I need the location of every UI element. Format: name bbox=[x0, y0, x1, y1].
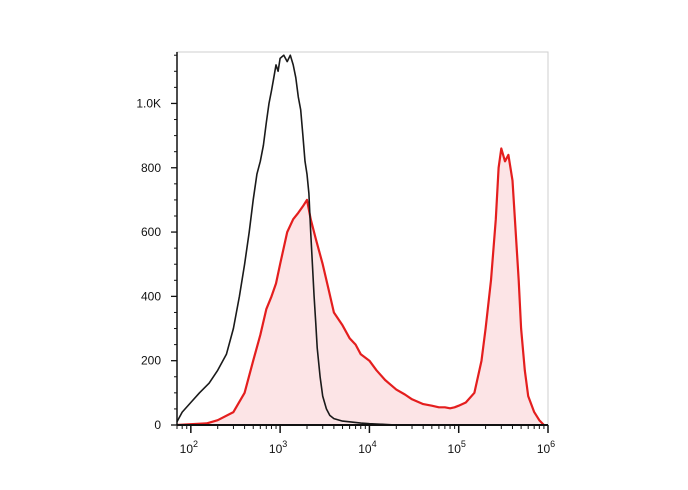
y-tick-label: 0 bbox=[154, 418, 161, 432]
series-0-line bbox=[176, 54, 397, 426]
x-tick-base: 10 bbox=[180, 442, 194, 456]
x-tick-label: 106 bbox=[537, 439, 555, 456]
y-tick-label: 800 bbox=[141, 161, 161, 175]
x-tick-exponent: 2 bbox=[193, 439, 198, 449]
x-tick-exponent: 5 bbox=[461, 439, 466, 449]
y-tick-label: 600 bbox=[141, 225, 161, 239]
x-tick-exponent: 3 bbox=[282, 439, 287, 449]
axes-layer bbox=[176, 52, 548, 426]
y-tick-label: 200 bbox=[141, 354, 161, 368]
x-tick-label: 103 bbox=[269, 439, 287, 456]
series-layer bbox=[176, 54, 545, 427]
series-1-fill bbox=[177, 148, 544, 425]
x-tick-exponent: 4 bbox=[372, 439, 377, 449]
x-tick-exponent: 6 bbox=[550, 439, 555, 449]
x-tick-base: 10 bbox=[358, 442, 372, 456]
y-tick-label: 1.0K bbox=[136, 96, 161, 110]
series-1-line bbox=[176, 147, 545, 427]
x-tick-base: 10 bbox=[448, 442, 462, 456]
x-tick-base: 10 bbox=[269, 442, 283, 456]
x-tick-label: 102 bbox=[180, 439, 198, 456]
x-tick-label: 104 bbox=[358, 439, 376, 456]
y-tick-label: 400 bbox=[141, 289, 161, 303]
x-tick-base: 10 bbox=[537, 442, 551, 456]
x-tick-label: 105 bbox=[448, 439, 466, 456]
